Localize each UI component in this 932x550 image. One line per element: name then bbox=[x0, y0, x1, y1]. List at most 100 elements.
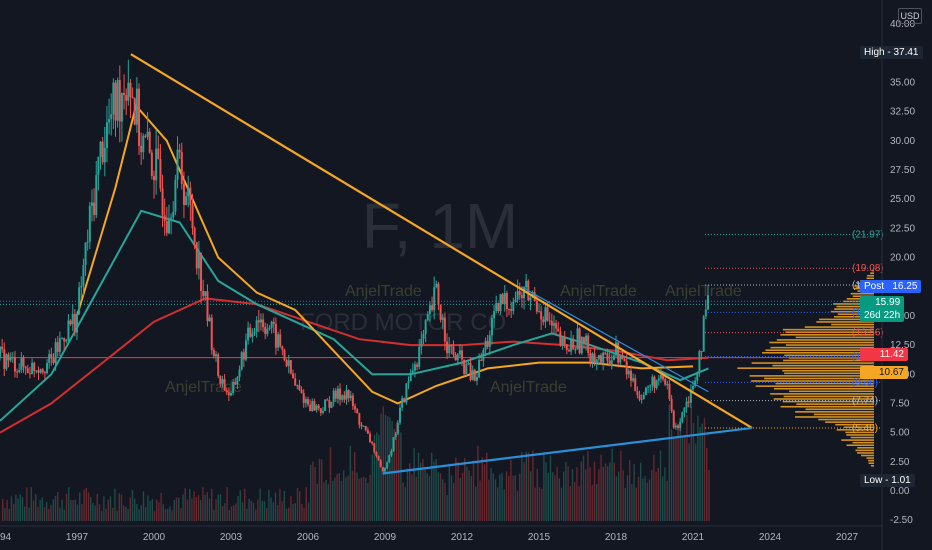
volume-bar bbox=[479, 480, 481, 521]
volume-bar bbox=[296, 487, 299, 521]
volume-bar bbox=[180, 507, 182, 521]
volume-bar bbox=[688, 443, 690, 521]
candle-body bbox=[249, 327, 252, 337]
currency-badge[interactable]: USD bbox=[898, 8, 922, 24]
volume-bar bbox=[169, 506, 171, 521]
volume-bar bbox=[543, 451, 545, 521]
volume-bar bbox=[239, 490, 241, 521]
volume-profile-bar bbox=[783, 395, 874, 398]
candle-body bbox=[597, 355, 600, 360]
candle-body bbox=[76, 313, 78, 333]
volume-bar bbox=[255, 509, 257, 521]
candle-body bbox=[33, 362, 36, 371]
volume-bar bbox=[206, 492, 208, 521]
x-tick-label: 2015 bbox=[528, 532, 551, 543]
volume-profile-bar bbox=[785, 344, 874, 346]
volume-profile-bar bbox=[764, 377, 874, 380]
volume-bar bbox=[167, 508, 169, 521]
candle-body bbox=[638, 394, 641, 400]
volume-bar bbox=[147, 495, 149, 521]
volume-bar bbox=[508, 475, 510, 521]
volume-bar bbox=[356, 472, 358, 521]
ma-orange-line bbox=[76, 103, 694, 405]
candle-body bbox=[602, 352, 605, 363]
volume-profile-bar bbox=[834, 316, 874, 318]
candle-body bbox=[354, 406, 357, 410]
volume-bar bbox=[41, 497, 43, 521]
volume-bar bbox=[604, 463, 607, 521]
level-label: (5.40) bbox=[852, 423, 878, 434]
volume-bar bbox=[387, 416, 389, 521]
volume-bar bbox=[668, 404, 670, 521]
volume-bar bbox=[697, 415, 699, 521]
candle-body bbox=[300, 390, 303, 394]
volume-bar bbox=[611, 448, 613, 521]
low-label: Low - 1.01 bbox=[860, 474, 915, 487]
x-tick-label: 1994 bbox=[0, 532, 12, 543]
volume-bar bbox=[657, 467, 659, 521]
candle-body bbox=[420, 338, 423, 347]
volume-profile-bar bbox=[796, 403, 874, 405]
volume-bar bbox=[631, 484, 633, 521]
level-label: (19.08) bbox=[852, 263, 884, 274]
candle-body bbox=[202, 291, 205, 296]
volume-profile-bar bbox=[866, 457, 874, 459]
volume-bar bbox=[365, 477, 367, 521]
candle-body bbox=[689, 389, 692, 403]
candle-body bbox=[508, 308, 511, 310]
candle-body bbox=[180, 152, 183, 184]
volume-bar bbox=[488, 479, 490, 521]
candle-body bbox=[146, 131, 149, 137]
last-price-label: 15.99 26d 22h bbox=[860, 296, 905, 322]
x-tick-label: 2024 bbox=[759, 532, 782, 543]
volume-profile-bar bbox=[866, 277, 874, 280]
candle-body bbox=[88, 205, 91, 242]
candle-body bbox=[623, 359, 626, 362]
candle-body bbox=[148, 131, 151, 153]
candle-body bbox=[679, 421, 682, 428]
volume-bar bbox=[120, 494, 123, 521]
volume-bar bbox=[541, 489, 543, 521]
volume-bar bbox=[519, 473, 521, 521]
name-watermark: FORD MOTOR CO bbox=[300, 309, 506, 336]
candle-body bbox=[135, 88, 138, 125]
volume-bar bbox=[369, 474, 371, 521]
candle-body bbox=[103, 148, 106, 163]
volume-profile-bar bbox=[813, 413, 874, 416]
volume-bar bbox=[591, 485, 593, 521]
volume-bar bbox=[279, 488, 281, 521]
volume-bar bbox=[624, 487, 626, 521]
candle-body bbox=[576, 328, 579, 350]
candle-body bbox=[347, 390, 350, 398]
volume-bar bbox=[178, 497, 180, 521]
candle-body bbox=[144, 135, 147, 137]
volume-bar bbox=[400, 432, 402, 521]
volume-bar bbox=[39, 499, 41, 521]
volume-bar bbox=[360, 477, 362, 521]
candle-body bbox=[16, 371, 19, 373]
volume-bar bbox=[325, 479, 327, 521]
candle-body bbox=[617, 342, 620, 363]
candle-body bbox=[694, 380, 697, 387]
volume-bar bbox=[186, 499, 189, 521]
volume-bar bbox=[670, 429, 673, 521]
volume-bar bbox=[149, 500, 151, 521]
volume-bar bbox=[57, 492, 59, 521]
volume-profile-bar bbox=[751, 362, 874, 364]
volume-profile-bar bbox=[834, 308, 874, 310]
level-label: (7.74) bbox=[852, 396, 878, 407]
volume-bar bbox=[246, 508, 248, 521]
candle-body bbox=[277, 334, 280, 348]
volume-bar bbox=[37, 506, 39, 521]
candle-body bbox=[670, 398, 673, 412]
author-watermark: AnjelTrade bbox=[345, 283, 422, 300]
candle-body bbox=[416, 364, 419, 367]
volume-bar bbox=[444, 482, 446, 521]
candle-body bbox=[309, 404, 312, 412]
volume-bar bbox=[219, 494, 222, 521]
volume-bar bbox=[32, 500, 35, 521]
candle-body bbox=[426, 314, 429, 321]
y-tick-label: 12.50 bbox=[890, 340, 915, 351]
candle-body bbox=[493, 311, 496, 319]
